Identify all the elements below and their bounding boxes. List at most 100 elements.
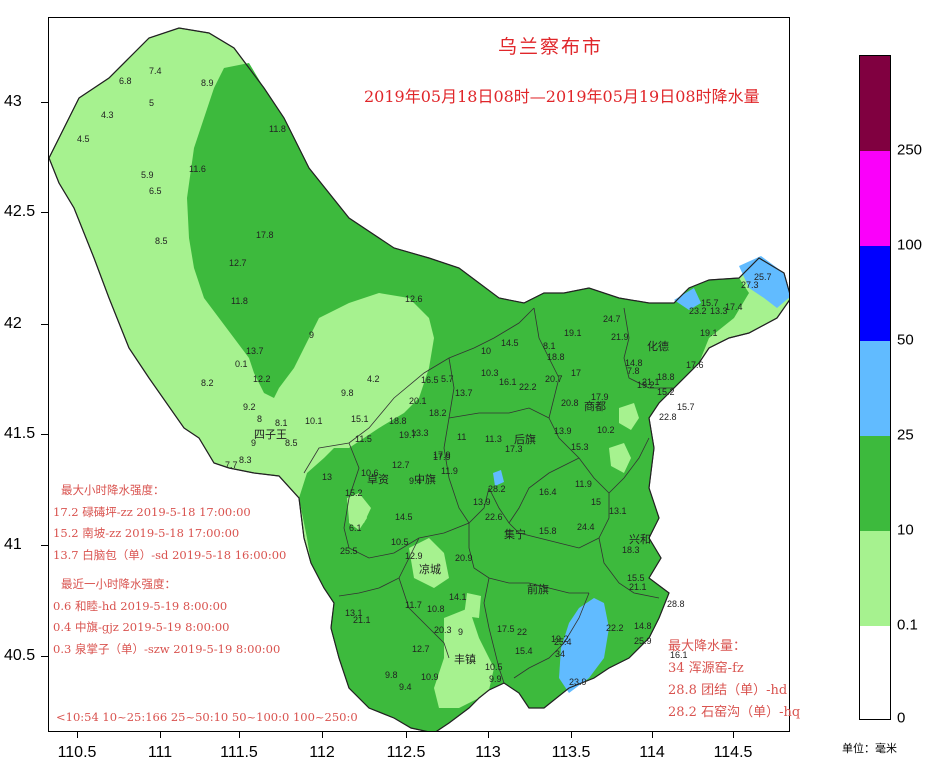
station-value: 23.9 <box>569 677 587 687</box>
x-tick-label: 111 <box>147 744 173 761</box>
station-value: 21.1 <box>353 615 371 625</box>
station-value: 13.7 <box>455 388 473 398</box>
y-tick-label: 41.5 <box>4 425 36 442</box>
precip-zone-10-25 <box>187 63 749 731</box>
station-value: 17 <box>571 368 581 378</box>
station-values: 7.4 6.8 8.9 4.3 5 4.5 5.9 6.5 11.6 11.8 8.5 17.8 12.… <box>77 66 772 692</box>
station-value: 13.1 <box>609 506 627 516</box>
station-value: 4.2 <box>367 374 380 384</box>
station-value: 9.8 <box>385 670 398 680</box>
legend-swatch-0-0.1 <box>860 626 890 719</box>
y-tick-mark <box>41 434 48 435</box>
station-value: 11.3 <box>485 434 502 444</box>
y-tick-label: 41 <box>4 536 22 553</box>
station-value: 22.2 <box>606 623 624 633</box>
station-value: 11.7 <box>405 600 422 610</box>
station-value: 4.3 <box>101 110 114 120</box>
station-value: 9 <box>458 627 463 637</box>
legend-label: 50 <box>897 331 914 349</box>
legend-swatch-10-25 <box>860 436 890 531</box>
station-value: 13.7 <box>246 346 264 356</box>
station-value: 14.8 <box>634 621 652 631</box>
station-value: 13.9 <box>473 497 491 507</box>
station-value: 25.7 <box>754 272 772 282</box>
station-value: 6.8 <box>119 76 132 86</box>
precip-zone-0.1-10-hole <box>347 493 371 523</box>
place-label: 后旗 <box>514 432 536 446</box>
station-value: 24.4 <box>577 522 595 532</box>
y-tick-mark <box>41 545 48 546</box>
station-value: 5.7 <box>441 374 454 384</box>
color-legend <box>859 55 891 720</box>
recent-hour-intensity-heading: 最近一小时降水强度： <box>61 577 176 591</box>
station-value: 17.9 <box>433 452 451 462</box>
station-value: 5.9 <box>141 170 154 180</box>
station-value: 7.4 <box>149 66 162 76</box>
station-value: 13.3 <box>411 428 429 438</box>
station-value: 16.5 <box>421 375 439 385</box>
station-value: 4.5 <box>77 134 90 144</box>
station-value: 8.9 <box>201 78 214 88</box>
x-tick-label: 111.5 <box>220 744 258 761</box>
max-precip-heading: 最大降水量： <box>668 639 747 654</box>
station-value: 18.3 <box>622 545 640 555</box>
x-tick-label: 114.5 <box>713 744 753 761</box>
station-value: 10.6 <box>361 468 379 478</box>
max-hour-intensity-item: 17.2 碌碡坪-zz 2019-5-18 17:00:00 <box>53 504 251 519</box>
station-value: 10.5 <box>485 662 503 672</box>
station-value: 12.7 <box>229 258 247 268</box>
station-value: 8.1 <box>543 341 556 351</box>
station-value: 7.8 <box>627 366 640 376</box>
x-tick-mark <box>733 731 734 738</box>
recent-hour-intensity-item: 0.3 泉掌子（单）-szw 2019-5-19 8:00:00 <box>53 641 281 656</box>
place-label: 兴和 <box>629 533 651 546</box>
place-label: 中旗 <box>414 472 436 486</box>
place-label: 商都 <box>584 399 606 413</box>
station-value: 17.9 <box>433 450 451 460</box>
precip-zone-0.1-10-hole <box>609 443 631 473</box>
station-value: 8.1 <box>275 418 288 428</box>
x-tick-mark <box>488 731 489 738</box>
station-value: 10.9 <box>421 672 439 682</box>
station-value: 8.5 <box>285 438 298 448</box>
station-value: 22.6 <box>485 512 503 522</box>
x-tick-mark <box>571 731 572 738</box>
station-value: 21.1 <box>629 582 647 592</box>
y-tick-label: 42 <box>4 315 22 332</box>
station-value: 15 <box>591 497 601 507</box>
map-frame: 四子王 中旗 后旗 商都 化德 集宁 凉城 前旗 丰镇 兴和 卓资 7.4 6.8 8.9 4.3 5 4.5… <box>48 17 790 732</box>
station-value: 9.4 <box>409 476 422 486</box>
legend-label: 10 <box>897 521 914 539</box>
station-value: 25.5 <box>340 546 358 556</box>
x-tick-label: 112 <box>309 744 335 761</box>
y-tick-mark <box>41 324 48 325</box>
legend-label: 100 <box>897 236 923 254</box>
precip-zone-25-50 <box>674 288 701 310</box>
precip-zone-25-50 <box>493 470 504 486</box>
station-value: 21.9 <box>611 332 629 342</box>
y-tick-mark <box>41 212 48 213</box>
station-value: 0.1 <box>235 359 248 369</box>
x-tick-mark <box>322 731 323 738</box>
station-value: 11.8 <box>231 296 248 306</box>
station-value: 22 <box>517 627 527 637</box>
legend-swatch-25-50 <box>860 341 890 436</box>
station-value: 8.2 <box>201 378 214 388</box>
station-value: 14.8 <box>625 358 643 368</box>
recent-hour-intensity-item: 0.4 中旗-gjz 2019-5-19 8:00:00 <box>53 620 230 634</box>
station-value: 16.1 <box>670 650 688 660</box>
x-tick-mark <box>160 731 161 738</box>
station-value: 12.9 <box>405 551 423 561</box>
legend-swatch-250-plus <box>860 56 890 151</box>
place-label: 集宁 <box>504 527 526 541</box>
map-subtitle: 2019年05月18日08时—2019年05月19日08时降水量 <box>364 87 760 106</box>
station-value: 10.8 <box>427 604 445 614</box>
y-tick-label: 43 <box>4 93 22 110</box>
station-value: 15.7 <box>701 298 719 308</box>
station-value: 5 <box>149 98 154 108</box>
station-value: 9 <box>251 438 256 448</box>
county-boundaries <box>303 307 674 684</box>
station-value: 12.7 <box>392 460 410 470</box>
x-tick-mark <box>239 731 240 738</box>
legend-label: 250 <box>897 141 923 159</box>
